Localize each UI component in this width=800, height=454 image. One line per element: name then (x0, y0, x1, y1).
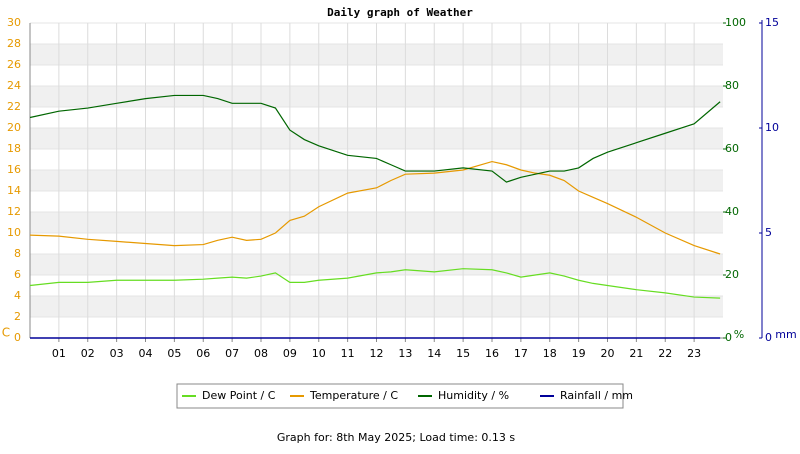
series-line (29, 160, 721, 255)
y-axis-label: C (2, 326, 10, 340)
x-tick-label: 01 (52, 347, 66, 360)
y-tick-label: 20 (7, 121, 21, 134)
x-tick-label: 19 (572, 347, 586, 360)
y2-tick-label: 60 (725, 142, 739, 155)
footer: Graph for: 8th May 2025; Load time: 0.13… (277, 431, 516, 444)
y3-tick-label: 0 (765, 331, 772, 344)
y2-axis-label: % (734, 328, 744, 341)
y-tick-label: 0 (14, 331, 21, 344)
x-tick-label: 23 (687, 347, 701, 360)
x-tick-label: 02 (81, 347, 95, 360)
x-tick-label: 21 (629, 347, 643, 360)
x-tick-label: 18 (543, 347, 557, 360)
y-tick-label: 16 (7, 163, 21, 176)
x-tick-label: 10 (312, 347, 326, 360)
x-tick-label: 11 (341, 347, 355, 360)
y2-tick-label: 80 (725, 79, 739, 92)
legend-label: Humidity / % (438, 389, 509, 402)
y-tick-label: 4 (14, 289, 21, 302)
x-tick-label: 09 (283, 347, 297, 360)
y2-tick-label: 100 (725, 16, 746, 29)
y-tick-label: 26 (7, 58, 21, 71)
x-tick-label: 15 (456, 347, 470, 360)
y-tick-label: 30 (7, 16, 21, 29)
y-tick-label: 10 (7, 226, 21, 239)
y-tick-label: 12 (7, 205, 21, 218)
series-line (29, 94, 721, 183)
x-tick-label: 07 (225, 347, 239, 360)
y2-tick-label: 40 (725, 205, 739, 218)
x-tick-label: 12 (370, 347, 384, 360)
x-tick-label: 08 (254, 347, 268, 360)
x-tick-label: 20 (601, 347, 615, 360)
x-tick-label: 17 (514, 347, 528, 360)
chart-title: Daily graph of Weather (327, 6, 473, 19)
y-tick-label: 14 (7, 184, 21, 197)
plot-area (30, 22, 723, 339)
x-tick-label: 14 (427, 347, 441, 360)
y-tick-label: 28 (7, 37, 21, 50)
y-tick-label: 18 (7, 142, 21, 155)
y-tick-label: 24 (7, 79, 21, 92)
legend-label: Dew Point / C (202, 389, 276, 402)
x-tick-label: 05 (167, 347, 181, 360)
x-tick-label: 04 (139, 347, 153, 360)
legend-label: Temperature / C (309, 389, 398, 402)
y3-axis-label: mm (775, 328, 796, 341)
y3-tick-label: 10 (765, 121, 779, 134)
y-tick-label: 8 (14, 247, 21, 260)
y-tick-label: 22 (7, 100, 21, 113)
legend-label: Rainfall / mm (560, 389, 633, 402)
y-tick-label: 2 (14, 310, 21, 323)
y-tick-label: 6 (14, 268, 21, 281)
y2-tick-label: 20 (725, 268, 739, 281)
y3-tick-label: 15 (765, 16, 779, 29)
x-tick-label: 13 (398, 347, 412, 360)
x-tick-label: 16 (485, 347, 499, 360)
series-line (29, 268, 721, 299)
y2-tick-label: 0 (725, 331, 732, 344)
y3-tick-label: 5 (765, 226, 772, 239)
x-tick-label: 06 (196, 347, 210, 360)
x-tick-label: 22 (658, 347, 672, 360)
x-tick-label: 03 (110, 347, 124, 360)
